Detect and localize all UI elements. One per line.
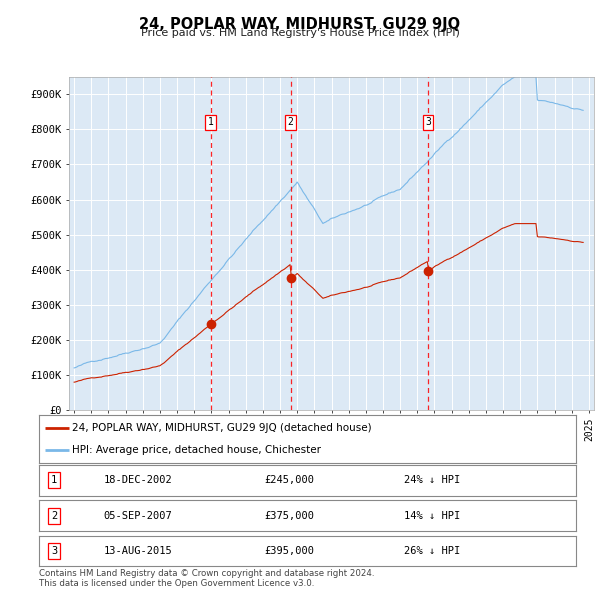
Text: 2: 2 <box>51 511 57 520</box>
Text: £395,000: £395,000 <box>265 546 314 556</box>
Text: £375,000: £375,000 <box>265 511 314 520</box>
Text: 14% ↓ HPI: 14% ↓ HPI <box>404 511 460 520</box>
Text: 3: 3 <box>425 117 431 127</box>
Text: HPI: Average price, detached house, Chichester: HPI: Average price, detached house, Chic… <box>72 445 321 455</box>
Text: 26% ↓ HPI: 26% ↓ HPI <box>404 546 460 556</box>
Text: Contains HM Land Registry data © Crown copyright and database right 2024.
This d: Contains HM Land Registry data © Crown c… <box>39 569 374 588</box>
Text: 24, POPLAR WAY, MIDHURST, GU29 9JQ (detached house): 24, POPLAR WAY, MIDHURST, GU29 9JQ (deta… <box>72 423 372 433</box>
Text: 1: 1 <box>208 117 214 127</box>
Text: 13-AUG-2015: 13-AUG-2015 <box>103 546 172 556</box>
Text: 24% ↓ HPI: 24% ↓ HPI <box>404 476 460 485</box>
Text: 2: 2 <box>288 117 293 127</box>
Text: 05-SEP-2007: 05-SEP-2007 <box>103 511 172 520</box>
Text: £245,000: £245,000 <box>265 476 314 485</box>
Text: 3: 3 <box>51 546 57 556</box>
Text: 1: 1 <box>51 476 57 485</box>
Text: Price paid vs. HM Land Registry's House Price Index (HPI): Price paid vs. HM Land Registry's House … <box>140 28 460 38</box>
Text: 24, POPLAR WAY, MIDHURST, GU29 9JQ: 24, POPLAR WAY, MIDHURST, GU29 9JQ <box>139 17 461 31</box>
Text: 18-DEC-2002: 18-DEC-2002 <box>103 476 172 485</box>
